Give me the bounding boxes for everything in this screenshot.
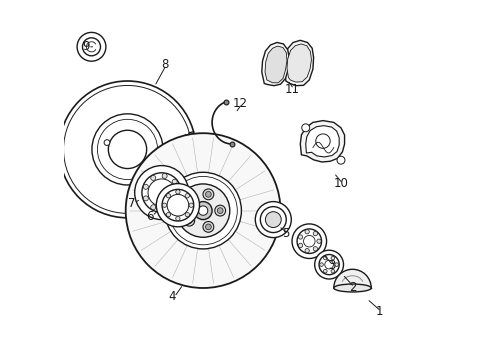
Circle shape — [185, 194, 189, 198]
Polygon shape — [300, 121, 344, 162]
Circle shape — [143, 196, 148, 201]
Polygon shape — [267, 53, 287, 75]
Circle shape — [156, 184, 199, 227]
Circle shape — [150, 175, 156, 180]
Circle shape — [298, 243, 302, 248]
Circle shape — [176, 184, 229, 237]
Text: 9: 9 — [82, 40, 90, 53]
Circle shape — [323, 269, 326, 273]
Circle shape — [194, 202, 212, 220]
Text: 10: 10 — [333, 177, 348, 190]
Circle shape — [189, 203, 193, 207]
Circle shape — [172, 179, 177, 184]
Circle shape — [305, 248, 309, 253]
Polygon shape — [288, 51, 308, 73]
Circle shape — [176, 190, 181, 195]
Circle shape — [162, 203, 166, 207]
Circle shape — [217, 208, 223, 213]
Circle shape — [203, 221, 213, 232]
Ellipse shape — [333, 284, 370, 292]
Circle shape — [303, 235, 314, 247]
Circle shape — [205, 192, 211, 197]
Circle shape — [134, 166, 188, 220]
Circle shape — [203, 189, 213, 200]
Circle shape — [162, 174, 167, 179]
Circle shape — [198, 206, 207, 215]
Circle shape — [330, 256, 334, 260]
Polygon shape — [261, 42, 288, 86]
Text: 1: 1 — [375, 305, 383, 318]
Circle shape — [315, 134, 329, 148]
Circle shape — [166, 212, 170, 217]
Circle shape — [125, 133, 280, 288]
Circle shape — [301, 124, 309, 132]
Circle shape — [148, 179, 175, 206]
Circle shape — [265, 212, 281, 228]
Text: 7: 7 — [128, 197, 136, 210]
Circle shape — [214, 205, 225, 216]
Polygon shape — [264, 49, 290, 79]
Circle shape — [108, 130, 146, 168]
Text: 2: 2 — [348, 281, 356, 294]
Circle shape — [323, 256, 326, 260]
Circle shape — [183, 195, 194, 206]
Circle shape — [334, 263, 338, 266]
Circle shape — [59, 81, 196, 218]
Wedge shape — [127, 133, 191, 202]
Wedge shape — [333, 269, 370, 288]
Circle shape — [92, 114, 163, 185]
Polygon shape — [305, 126, 339, 157]
Circle shape — [175, 190, 180, 194]
Text: 4: 4 — [168, 291, 176, 303]
Text: 3: 3 — [327, 259, 335, 272]
Circle shape — [336, 156, 344, 164]
Circle shape — [298, 235, 302, 239]
Text: 5: 5 — [282, 227, 289, 240]
Circle shape — [312, 247, 317, 251]
Polygon shape — [285, 47, 312, 77]
Circle shape — [305, 230, 309, 234]
Circle shape — [77, 32, 106, 61]
Circle shape — [104, 140, 110, 145]
Circle shape — [186, 198, 192, 203]
Circle shape — [291, 224, 326, 258]
Circle shape — [319, 263, 323, 266]
Circle shape — [330, 269, 334, 273]
Circle shape — [316, 239, 321, 243]
Circle shape — [167, 194, 188, 216]
Text: 11: 11 — [284, 83, 299, 96]
Text: 6: 6 — [146, 210, 154, 222]
Circle shape — [175, 216, 180, 221]
Polygon shape — [264, 46, 286, 83]
Circle shape — [143, 184, 148, 189]
Circle shape — [183, 215, 194, 226]
Circle shape — [166, 194, 170, 198]
Circle shape — [185, 212, 189, 217]
Circle shape — [314, 250, 343, 279]
Text: 8: 8 — [161, 58, 168, 71]
Circle shape — [172, 201, 177, 206]
Circle shape — [324, 260, 333, 269]
Circle shape — [150, 205, 156, 210]
Polygon shape — [284, 40, 313, 86]
Text: 12: 12 — [232, 97, 247, 110]
Polygon shape — [286, 44, 311, 82]
Circle shape — [162, 207, 167, 212]
Circle shape — [164, 172, 241, 249]
Circle shape — [186, 218, 192, 224]
Circle shape — [312, 231, 317, 236]
Circle shape — [255, 202, 291, 238]
Circle shape — [205, 224, 211, 230]
